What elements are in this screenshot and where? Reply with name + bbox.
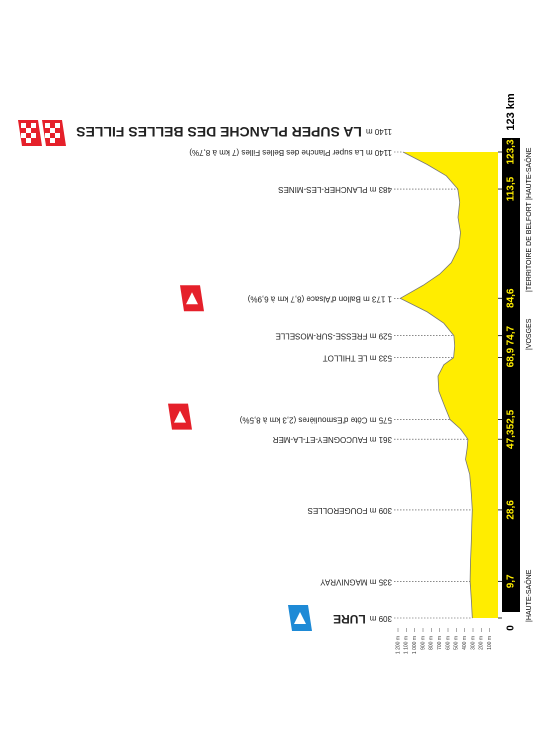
icon-mountain	[294, 612, 306, 624]
y-tick-label: 1 200 m	[395, 636, 401, 654]
distance-band	[502, 138, 520, 612]
climb-icon	[42, 120, 66, 146]
x-tick-label: 68,9	[506, 347, 517, 367]
profile-area	[400, 152, 498, 618]
climb-icon	[288, 605, 312, 631]
waypoint-name: LURE	[333, 612, 366, 626]
icon-check	[55, 123, 60, 128]
waypoint-text: 533 m LE THILLOT	[323, 353, 392, 362]
icon-mountain	[186, 292, 198, 305]
finish-alt: 1140 m	[366, 127, 392, 136]
y-tick-label: 800 m	[429, 636, 435, 650]
waypoint-label: 533 m LE THILLOT	[323, 353, 392, 362]
waypoint-label: 309 m FOUGEROLLES	[308, 506, 392, 515]
x-tick-label: 0	[506, 625, 517, 631]
distance-total: 123 km	[505, 93, 517, 131]
x-tick-label: 84,6	[506, 288, 517, 308]
y-tick-label: 700 m	[437, 636, 443, 650]
x-tick-label: 28,6	[506, 500, 517, 520]
waypoint-text: 309 m FOUGEROLLES	[308, 506, 392, 515]
climb-icon	[18, 120, 42, 146]
x-tick-label: 9,7	[506, 574, 517, 588]
icon-check	[45, 123, 50, 128]
icon-check	[45, 133, 50, 138]
x-tick-label: 123,3	[506, 139, 517, 164]
region-label: |HAUTE-SAÔNE	[524, 569, 533, 622]
y-tick-label: 1 000 m	[412, 636, 418, 654]
icon-check	[21, 133, 26, 138]
waypoint-text: 483 m PLANCHER-LES-MINES	[278, 185, 392, 194]
x-tick-label: 52,5	[506, 409, 517, 429]
waypoint-text: 529 m FRESSE-SUR-MOSELLE	[276, 332, 392, 341]
x-tick-label: 47,3	[506, 429, 517, 449]
icon-check	[31, 123, 36, 128]
icon-mountain	[174, 410, 186, 423]
icon-check	[55, 133, 60, 138]
waypoint-text: 1 173 m Ballon d'Alsace (8,7 km à 6,9%)	[247, 294, 392, 303]
waypoint-label: 575 m Côte d'Esmoulières (2,3 km à 8,5%)	[239, 415, 392, 424]
y-tick-label: 600 m	[445, 636, 451, 650]
icon-check	[50, 128, 55, 133]
climb-icon	[180, 285, 204, 312]
y-tick-label: 100 m	[487, 636, 493, 650]
y-tick-label: 900 m	[420, 636, 426, 650]
region-label: |HAUTE-SAÔNE	[524, 147, 533, 200]
waypoint-label: 1 173 m Ballon d'Alsace (8,7 km à 6,9%)	[247, 294, 392, 303]
y-tick-label: 200 m	[479, 636, 485, 650]
y-tick-label: 1 100 m	[404, 636, 410, 654]
icon-check	[21, 123, 26, 128]
waypoint-label: 309 mLURE	[333, 612, 392, 626]
region-label: |TERRITOIRE DE BELFORT	[526, 201, 533, 292]
waypoint-label: 483 m PLANCHER-LES-MINES	[278, 185, 392, 194]
y-tick-label: 400 m	[462, 636, 468, 650]
icon-check	[26, 138, 31, 143]
waypoint-text: 1140 m La super Planche des Belles Fille…	[189, 148, 392, 157]
x-tick-label: 113,5	[506, 176, 517, 201]
icon-check	[26, 128, 31, 133]
climb-icon	[168, 403, 192, 430]
y-tick-label: 500 m	[454, 636, 460, 650]
waypoint-label: 1140 m La super Planche des Belles Fille…	[189, 148, 392, 157]
waypoint-text: 361 m FAUCOGNEY-ET-LA-MER	[272, 435, 392, 444]
finish-name: LA SUPER PLANCHE DES BELLES FILLES	[76, 124, 362, 140]
profile-line	[399, 151, 473, 619]
finish-label: 1140 m LA SUPER PLANCHE DES BELLES FILLES	[76, 124, 392, 140]
waypoint-text: 335 m MAGNIVRAY	[319, 577, 392, 586]
waypoint-label: 529 m FRESSE-SUR-MOSELLE	[276, 332, 392, 341]
waypoint-label: 335 m MAGNIVRAY	[319, 577, 392, 586]
y-tick-label: 300 m	[470, 636, 476, 650]
icon-check	[31, 133, 36, 138]
waypoint-label: 361 m FAUCOGNEY-ET-LA-MER	[272, 435, 392, 444]
icon-check	[50, 138, 55, 143]
x-tick-label: 74,7	[506, 326, 517, 346]
region-label: |VOSGES	[526, 318, 533, 350]
waypoint-text: 309 m	[369, 614, 392, 623]
waypoint-text: 575 m Côte d'Esmoulières (2,3 km à 8,5%)	[239, 415, 392, 424]
